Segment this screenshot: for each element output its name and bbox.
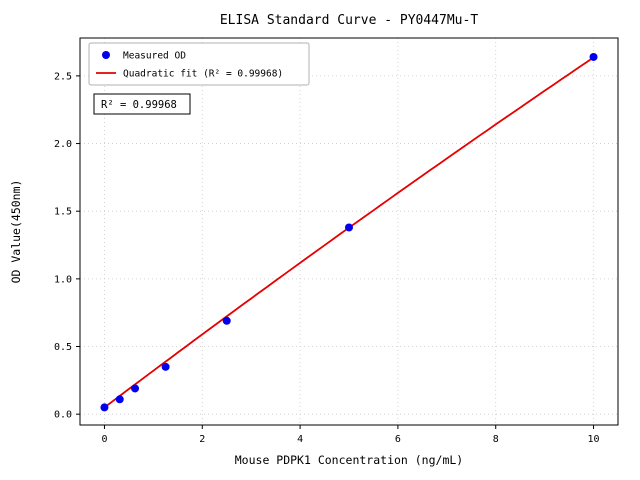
plot-border bbox=[79, 37, 619, 426]
annotation-box bbox=[93, 93, 191, 115]
measured-od-point bbox=[115, 395, 124, 404]
legend: Measured OD Quadratic fit (R² = 0.99968) bbox=[88, 42, 310, 86]
legend-label-quadratic-fit: Quadratic fit (R² = 0.99968) bbox=[123, 69, 283, 80]
annotation-text: R² = 0.99968 bbox=[101, 99, 177, 111]
x-tick-label: 0 bbox=[101, 434, 107, 445]
legend-dot-marker bbox=[102, 51, 110, 59]
y-tick-label: 0.0 bbox=[54, 410, 72, 421]
measured-od-point bbox=[131, 384, 140, 393]
measured-od-point bbox=[589, 52, 598, 61]
y-tick-label: 2.5 bbox=[54, 71, 72, 82]
r-squared-annotation: R² = 0.99968 bbox=[93, 93, 191, 115]
x-axis-label: Mouse PDPK1 Concentration (ng/mL) bbox=[235, 453, 463, 467]
x-tick-label: 2 bbox=[199, 434, 205, 445]
legend-box bbox=[88, 42, 310, 86]
x-tick-label: 10 bbox=[588, 434, 600, 445]
measured-od-point bbox=[345, 223, 353, 232]
y-tick-label: 1.0 bbox=[54, 274, 72, 285]
y-tick-label: 0.5 bbox=[54, 342, 72, 353]
measured-od-point bbox=[100, 403, 109, 412]
measured-od-point bbox=[161, 362, 170, 371]
x-tick-label: 6 bbox=[395, 434, 401, 445]
x-tick-label: 4 bbox=[297, 434, 303, 445]
y-tick-label: 1.5 bbox=[54, 207, 72, 218]
chart-title: ELISA Standard Curve - PY0447Mu-T bbox=[220, 13, 478, 28]
measured-od-point bbox=[222, 316, 231, 325]
y-axis-label: OD Value(450nm) bbox=[9, 180, 23, 284]
y-tick-label: 2.0 bbox=[54, 139, 72, 150]
legend-label-measured-od: Measured OD bbox=[123, 51, 186, 62]
x-tick-label: 8 bbox=[493, 434, 499, 445]
